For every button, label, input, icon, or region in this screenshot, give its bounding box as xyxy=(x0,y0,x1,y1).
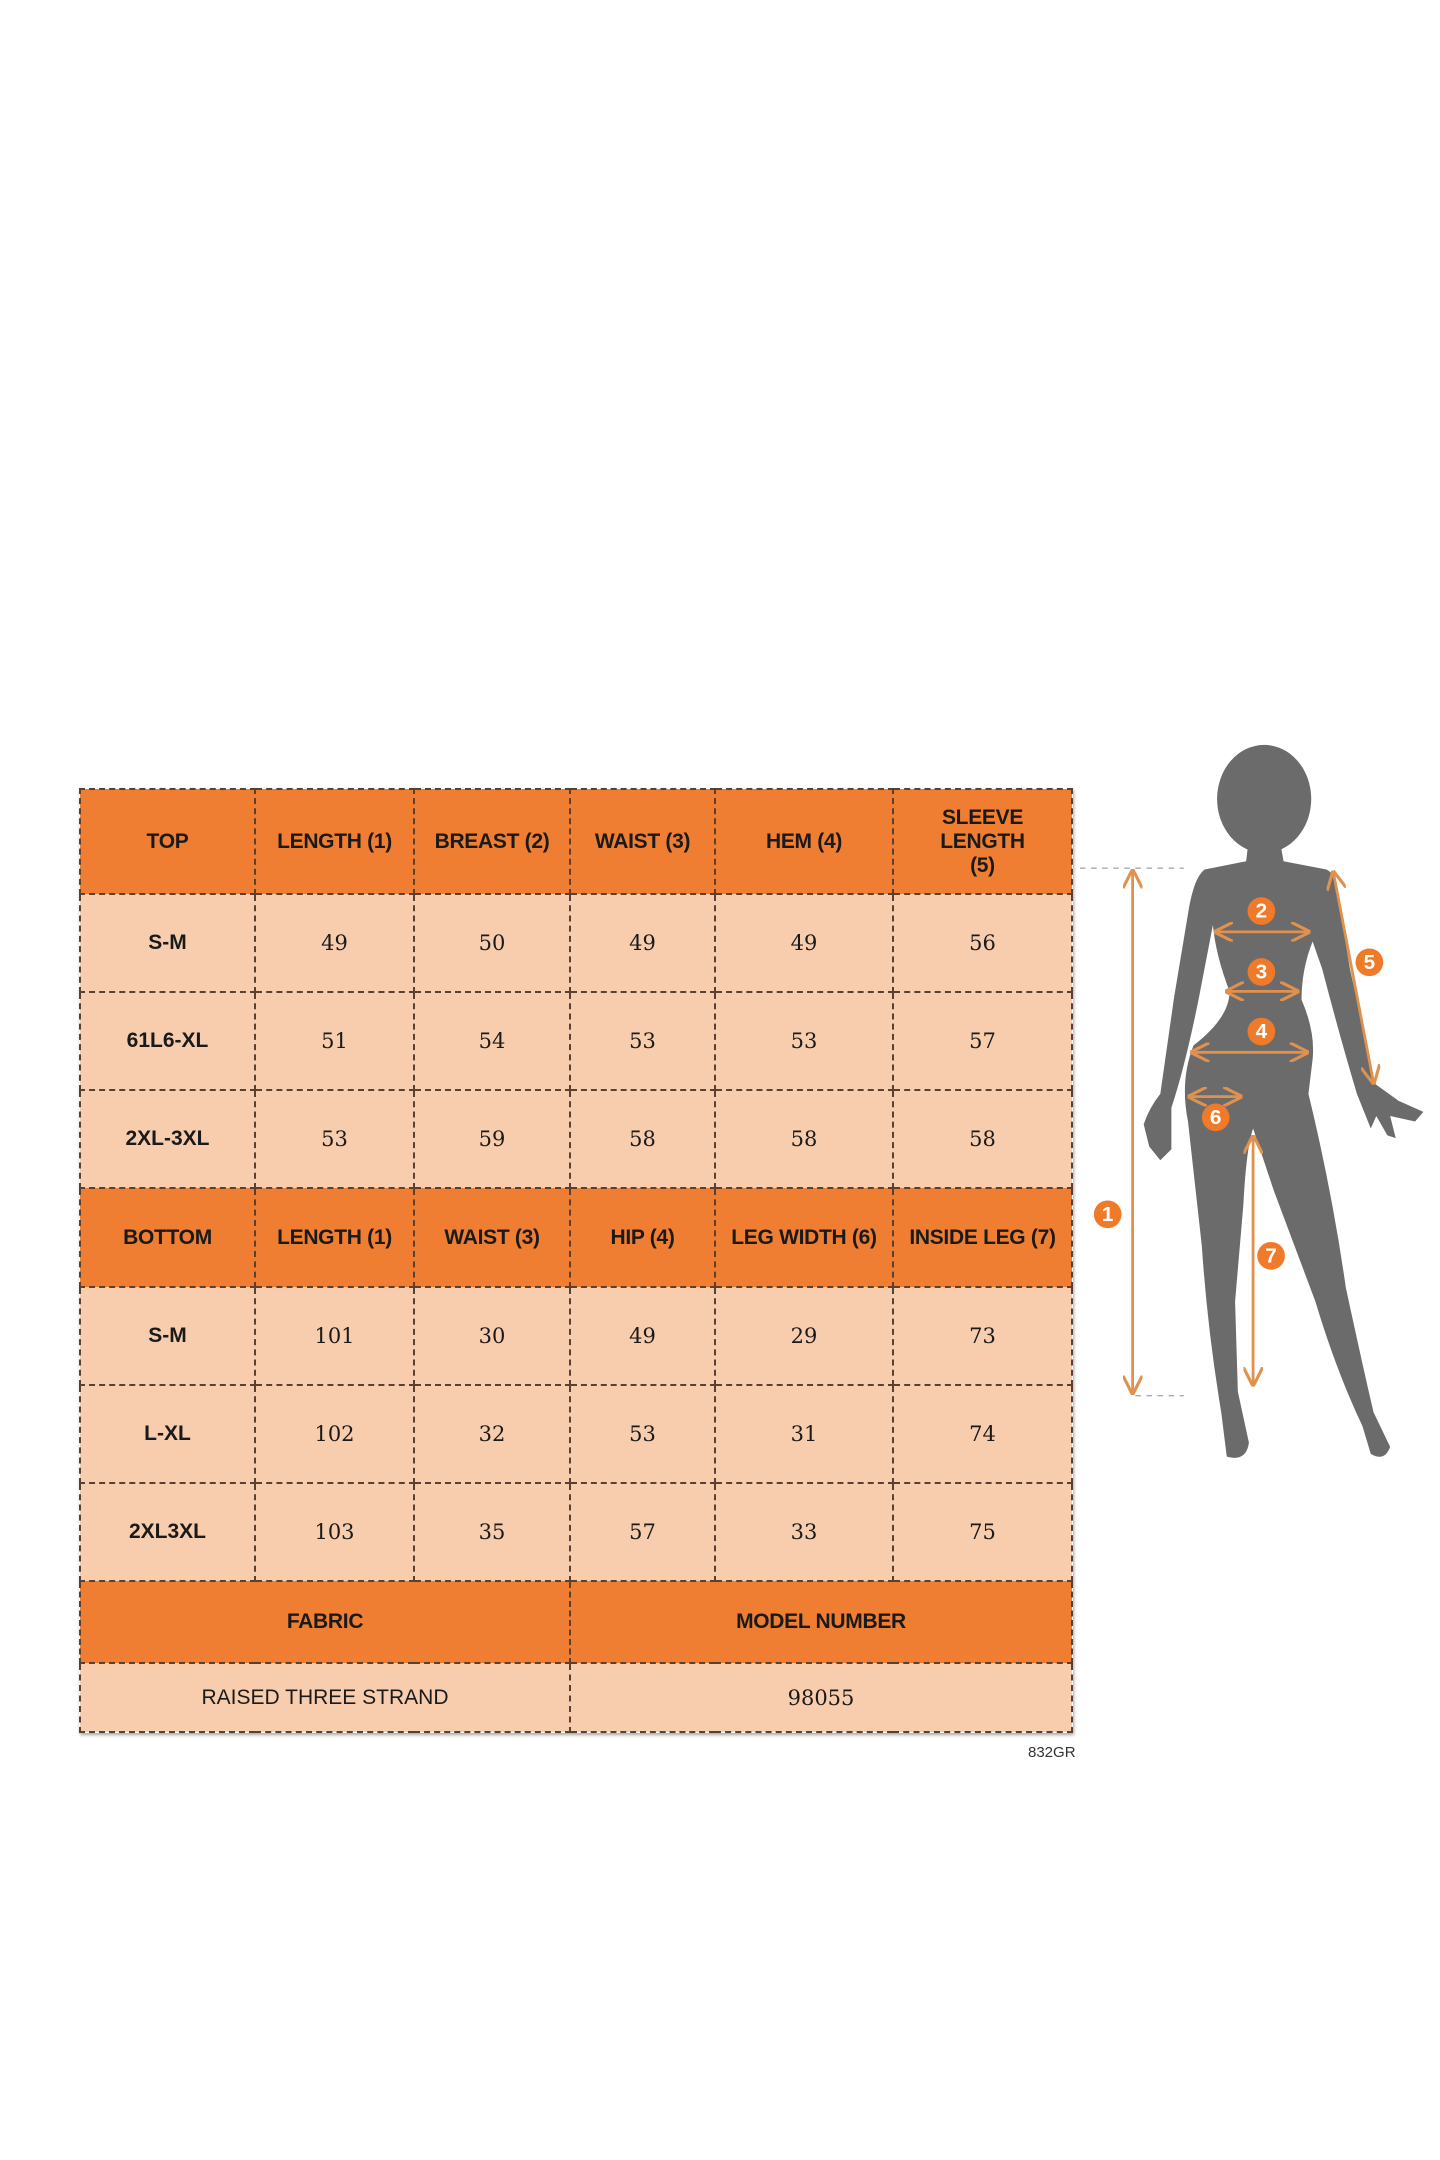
table-cell: 59 xyxy=(413,1089,571,1189)
footer-header-row: FABRIC MODEL NUMBER xyxy=(79,1580,1073,1664)
table-row: L-XL 102 32 53 31 74 xyxy=(79,1384,1073,1484)
table-cell: 51 xyxy=(254,991,415,1091)
table-cell: 58 xyxy=(714,1089,894,1189)
badge-2: 2 xyxy=(1247,897,1276,925)
table-cell: 54 xyxy=(413,991,571,1091)
svg-text:3: 3 xyxy=(1256,961,1268,984)
header-cell: TOP xyxy=(79,788,256,895)
header-cell: HEM (4) xyxy=(714,788,894,895)
model-number-label: MODEL NUMBER xyxy=(569,1580,1073,1664)
table-cell: 101 xyxy=(254,1286,415,1386)
table-cell: 53 xyxy=(569,1384,716,1484)
header-cell: SLEEVE LENGTH (5) xyxy=(892,788,1073,895)
table-cell: 49 xyxy=(714,893,894,993)
silhouette xyxy=(1143,744,1424,1458)
table-cell: 102 xyxy=(254,1384,415,1484)
header-cell: WAIST (3) xyxy=(413,1187,571,1288)
table-cell: 56 xyxy=(892,893,1073,993)
product-code: 832GR xyxy=(1028,1744,1076,1761)
header-cell: INSIDE LEG (7) xyxy=(892,1187,1073,1288)
svg-text:6: 6 xyxy=(1210,1106,1222,1129)
badge-6: 6 xyxy=(1201,1103,1230,1132)
fabric-value: RAISED THREE STRAND xyxy=(79,1662,571,1733)
footer-value-row: RAISED THREE STRAND 98055 xyxy=(79,1662,1073,1733)
header-cell: LENGTH (1) xyxy=(254,788,415,895)
table-cell: 32 xyxy=(413,1384,571,1484)
table-cell: 49 xyxy=(569,1286,716,1386)
header-cell: BREAST (2) xyxy=(413,788,571,895)
table-cell: 49 xyxy=(569,893,716,993)
header-cell: WAIST (3) xyxy=(569,788,716,895)
table-cell: 33 xyxy=(714,1482,894,1582)
svg-text:5: 5 xyxy=(1364,951,1376,974)
header-cell: LEG WIDTH (6) xyxy=(714,1187,894,1288)
svg-text:2: 2 xyxy=(1256,900,1268,923)
badge-5: 5 xyxy=(1355,948,1384,977)
size-label: S-M xyxy=(79,1286,256,1386)
arrow-sleeve xyxy=(1333,872,1373,1082)
size-label: S-M xyxy=(79,893,256,993)
header-cell: LENGTH (1) xyxy=(254,1187,415,1288)
table-row: 61L6-XL 51 54 53 53 57 xyxy=(79,991,1073,1091)
guide-lines xyxy=(1080,867,1184,1397)
badge-1: 1 xyxy=(1093,1200,1122,1229)
size-label: 2XL-3XL xyxy=(79,1089,256,1189)
svg-text:7: 7 xyxy=(1265,1244,1277,1267)
table-row: S-M 101 30 49 29 73 xyxy=(79,1286,1073,1386)
marker-badges: 1 2 3 4 5 6 7 xyxy=(1093,897,1384,1270)
fabric-label: FABRIC xyxy=(79,1580,571,1664)
table-cell: 49 xyxy=(254,893,415,993)
badge-4: 4 xyxy=(1247,1017,1276,1046)
silhouette-body xyxy=(1143,837,1424,1458)
size-label: L-XL xyxy=(79,1384,256,1484)
svg-text:1: 1 xyxy=(1102,1203,1114,1226)
table-cell: 35 xyxy=(413,1482,571,1582)
table-cell: 53 xyxy=(569,991,716,1091)
table-cell: 74 xyxy=(892,1384,1073,1484)
table-cell: 53 xyxy=(254,1089,415,1189)
size-label: 2XL3XL xyxy=(79,1482,256,1582)
table-cell: 75 xyxy=(892,1482,1073,1582)
table-cell: 50 xyxy=(413,893,571,993)
table-row: S-M 49 50 49 49 56 xyxy=(79,893,1073,993)
table-row: 2XL3XL 103 35 57 33 75 xyxy=(79,1482,1073,1582)
table-cell: 30 xyxy=(413,1286,571,1386)
bottom-header-row: BOTTOM LENGTH (1) WAIST (3) HIP (4) LEG … xyxy=(79,1187,1073,1288)
table-cell: 57 xyxy=(892,991,1073,1091)
badge-3: 3 xyxy=(1247,958,1276,986)
svg-text:4: 4 xyxy=(1256,1020,1268,1043)
table-cell: 58 xyxy=(569,1089,716,1189)
silhouette-head xyxy=(1217,744,1312,853)
table-cell: 29 xyxy=(714,1286,894,1386)
size-chart-table: TOP LENGTH (1) BREAST (2) WAIST (3) HEM … xyxy=(79,788,1073,1733)
table-cell: 31 xyxy=(714,1384,894,1484)
badge-7: 7 xyxy=(1257,1242,1285,1270)
table-cell: 58 xyxy=(892,1089,1073,1189)
table-row: 2XL-3XL 53 59 58 58 58 xyxy=(79,1089,1073,1189)
table-cell: 53 xyxy=(714,991,894,1091)
table-cell: 103 xyxy=(254,1482,415,1582)
header-cell: BOTTOM xyxy=(79,1187,256,1288)
header-cell: HIP (4) xyxy=(569,1187,716,1288)
top-header-row: TOP LENGTH (1) BREAST (2) WAIST (3) HEM … xyxy=(79,788,1073,895)
table-cell: 57 xyxy=(569,1482,716,1582)
table-cell: 73 xyxy=(892,1286,1073,1386)
size-label: 61L6-XL xyxy=(79,991,256,1091)
model-number-value: 98055 xyxy=(569,1662,1073,1733)
